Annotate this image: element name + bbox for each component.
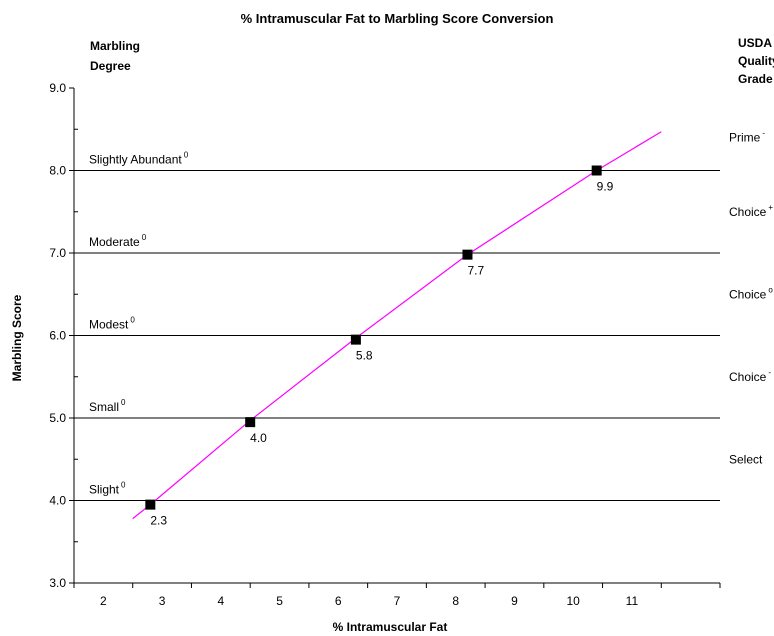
marbling-degree-label-0: Slight 0 [89,481,126,497]
x-tick-label-9: 11 [626,594,639,608]
marbling-degree-name-2: Modest [89,318,129,332]
marbling-degree-sup-0: 0 [121,481,126,490]
quality-grade-label-1: Choice - [729,368,771,384]
conversion-curve [132,131,662,520]
right-header-line-1: USDA [738,36,772,50]
marbling-degree-sup-1: 0 [121,398,126,407]
data-point-1 [245,417,256,428]
data-point-label-3: 7.7 [467,264,484,278]
quality-grade-label-4: Prime - [729,129,765,145]
x-tick-label-2: 4 [217,594,224,608]
chart-title: % Intramuscular Fat to Marbling Score Co… [241,11,554,26]
y-tick-label-2: 5.0 [49,411,66,425]
quality-grade-name-1: Choice [729,370,767,384]
data-point-label-4: 9.9 [597,180,614,194]
quality-grade-label-0: Select [729,452,763,466]
data-point-label-1: 4.0 [250,431,267,445]
x-tick-label-8: 10 [567,594,581,608]
x-tick-label-0: 2 [100,594,107,608]
y-tick-label-1: 4.0 [49,494,66,508]
marbling-degree-label-4: Slightly Abundant 0 [89,151,189,167]
x-tick-label-1: 3 [159,594,166,608]
left-header-line-2: Degree [90,59,131,73]
y-tick-label-0: 3.0 [49,576,66,590]
quality-grade-sup-3: + [768,203,773,212]
y-tick-label-4: 7.0 [49,246,66,260]
data-point-0 [145,499,156,510]
marbling-degree-name-0: Slight [89,483,120,497]
quality-grade-name-0: Select [729,452,763,466]
marbling-degree-label-2: Modest 0 [89,316,135,332]
gridlines [74,170,720,501]
quality-grade-label-3: Choice + [729,203,773,219]
quality-grade-sup-4: - [762,129,765,138]
y-tick-label-5: 8.0 [49,164,66,178]
y-axis-ticks: 3.0 4.0 5.0 6.0 7.0 8.0 9.0 [49,81,78,590]
right-header-line-2: Quality [738,54,774,68]
y-axis-title: Marbling Score [10,294,24,381]
quality-grade-label-2: Choice o [729,285,773,301]
data-point-3 [462,249,473,260]
data-point-label-2: 5.8 [356,349,373,363]
y-tick-label-3: 6.0 [49,329,66,343]
right-header-line-3: Grade [738,72,773,86]
x-axis-title: % Intramuscular Fat [333,620,448,634]
x-tick-label-3: 5 [276,594,283,608]
marbling-degree-sup-2: 0 [130,316,135,325]
marbling-degree-label-3: Moderate 0 [89,233,147,249]
marbling-degree-sup-3: 0 [142,233,147,242]
marbling-degree-name-1: Small [89,400,119,414]
quality-grade-name-2: Choice [729,287,767,301]
y-tick-label-6: 9.0 [49,81,66,95]
data-point-label-0: 2.3 [150,514,167,528]
marbling-degree-sup-4: 0 [184,151,189,160]
quality-grade-name-3: Choice [729,205,767,219]
quality-grade-name-4: Prime [729,131,761,145]
marbling-degree-name-4: Slightly Abundant [89,153,182,167]
data-point-4 [591,165,602,176]
left-header-line-1: Marbling [90,39,140,53]
x-tick-label-4: 6 [335,594,342,608]
conversion-series: 2.3 4.0 5.8 7.7 9.9 [132,131,662,528]
data-point-2 [350,334,361,345]
marbling-degree-label-1: Small 0 [89,398,126,414]
marbling-degree-name-3: Moderate [89,235,140,249]
x-tick-label-7: 9 [511,594,518,608]
x-axis-ticks: 2 3 4 5 6 7 8 9 10 11 [73,583,721,608]
x-tick-label-5: 7 [394,594,401,608]
quality-grade-sup-1: - [768,368,771,377]
quality-grade-sup-2: o [768,285,773,294]
x-tick-label-6: 8 [452,594,459,608]
